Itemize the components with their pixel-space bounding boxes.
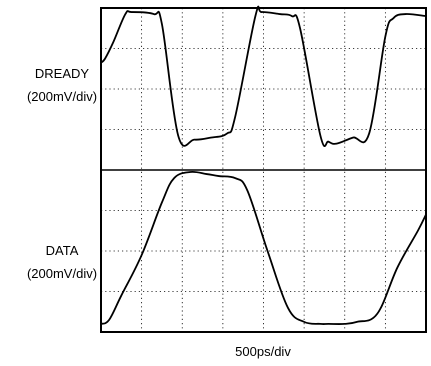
data-label: DATA	[46, 243, 79, 258]
dready-scale-label: (200mV/div)	[27, 89, 97, 104]
plot-frame	[100, 7, 427, 333]
traces	[100, 5, 427, 325]
dready-trace	[100, 5, 427, 147]
data-trace	[100, 170, 427, 325]
grid	[101, 8, 426, 332]
dready-label: DREADY	[35, 66, 90, 81]
data-scale-label: (200mV/div)	[27, 266, 97, 281]
x-axis-label: 500ps/div	[235, 344, 291, 359]
